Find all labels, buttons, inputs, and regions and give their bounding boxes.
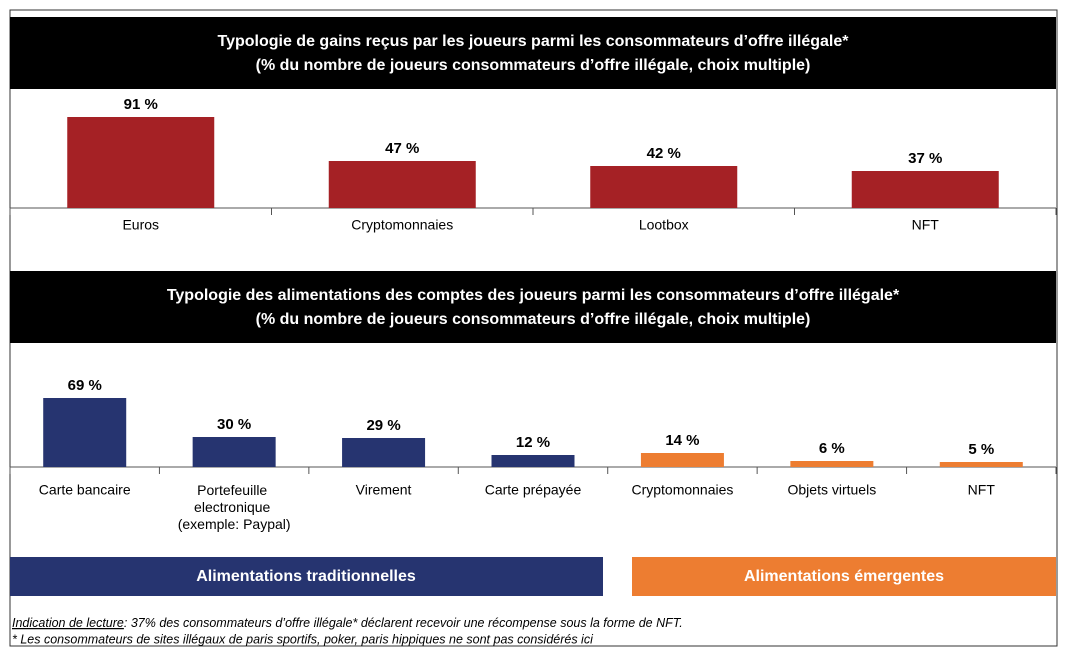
x-tick-label: NFT [968,482,996,498]
group-band [10,557,603,596]
data-label: 29 % [366,417,400,434]
data-label: 14 % [665,432,699,449]
reading-note-label: Indication de lecture [12,616,124,630]
header-bg [10,17,1056,89]
bar [67,117,215,208]
bar [192,437,276,467]
x-tick-label: Carte bancaire [39,482,131,498]
x-tick-label: Portefeuille electronique (exemple: Payp… [178,482,291,532]
bar [491,455,575,467]
reading-note-text: : 37% des consommateurs d’offre illégale… [124,616,683,630]
data-label: 5 % [968,441,994,458]
bar [590,166,738,208]
data-label: 6 % [819,440,845,457]
data-label: 47 % [385,140,419,157]
bar [328,161,476,208]
bar [851,171,999,208]
group-band [632,557,1056,596]
x-tick-label: Carte prépayée [485,482,582,498]
data-label: 37 % [908,150,942,167]
header-bg [10,271,1056,343]
data-label: 12 % [516,434,550,451]
x-tick-label: Cryptomonnaies [631,482,733,498]
x-tick-label: Euros [122,217,159,233]
x-tick-label: Cryptomonnaies [351,217,453,233]
chart-title: Typologie des alimentations des comptes … [167,287,900,304]
bar [342,438,426,467]
x-tick-label: Virement [356,482,412,498]
group-label: Alimentations traditionnelles [196,568,416,585]
group-label: Alimentations émergentes [744,568,944,585]
bar [790,461,874,467]
x-tick-label: Objets virtuels [788,482,877,498]
chart-title: Typologie de gains reçus par les joueurs… [217,33,849,50]
chart-subtitle: (% du nombre de joueurs consommateurs d’… [256,57,811,74]
x-tick-label: NFT [912,217,940,233]
data-label: 69 % [68,377,102,394]
x-tick-label: Lootbox [639,217,689,233]
bar [640,453,724,467]
data-label: 42 % [647,145,681,162]
reading-note: Indication de lecture: 37% des consommat… [12,616,683,630]
chart-subtitle: (% du nombre de joueurs consommateurs d’… [256,311,811,328]
bar [43,398,127,467]
data-label: 30 % [217,416,251,433]
footnote: * Les consommateurs de sites illégaux de… [12,632,594,646]
data-label: 91 % [124,96,158,113]
bar [939,462,1023,467]
